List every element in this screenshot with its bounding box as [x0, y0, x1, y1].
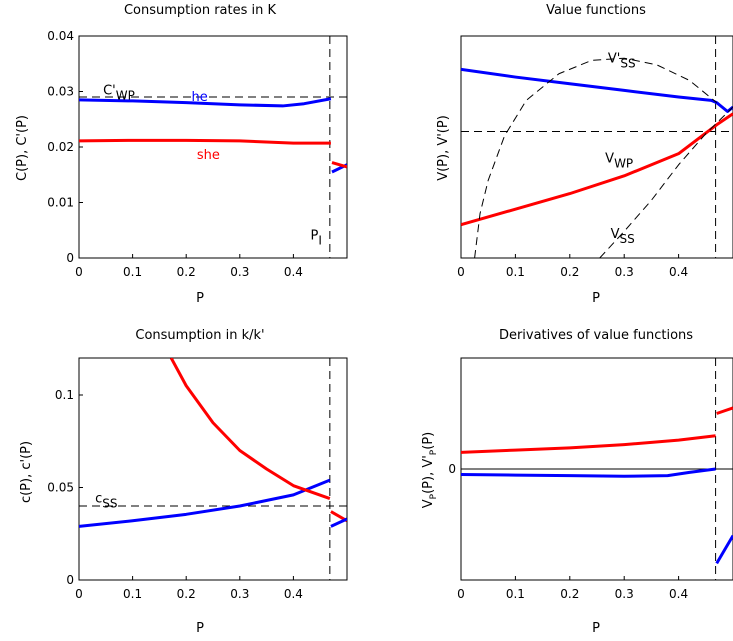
x-tick-label: 0.2: [560, 587, 579, 601]
series-line-3: [599, 106, 733, 258]
series-line-3: [715, 534, 733, 565]
series-line-0: [461, 434, 716, 454]
y-tick-label: 0.01: [47, 196, 74, 210]
series-line-0: [79, 97, 332, 108]
y-tick-label: 0.05: [47, 481, 74, 495]
x-axis-label: P: [592, 621, 600, 636]
annotation-label: C'WP: [103, 83, 135, 102]
plot-frame: [78, 357, 348, 581]
series-line-3: [330, 517, 347, 528]
x-tick-label: 0.2: [177, 265, 196, 279]
panel-title: Value functions: [546, 3, 646, 18]
y-axis-label: VP(P), V'P(P): [421, 432, 439, 508]
x-tick-label: 0.2: [560, 265, 579, 279]
x-axis-label: P: [196, 291, 204, 306]
y-tick-label: 0.03: [47, 85, 74, 99]
x-tick-label: 0.1: [123, 587, 142, 601]
x-tick-label: 0.3: [615, 265, 634, 279]
x-tick-label: 0.4: [669, 587, 688, 601]
panel-title: Consumption rates in K: [124, 3, 277, 18]
x-tick-label: 0.1: [123, 265, 142, 279]
x-tick-label: 0.1: [506, 587, 525, 601]
series-line-1: [461, 112, 733, 227]
plot-frame: [78, 35, 348, 259]
x-axis-label: P: [592, 291, 600, 306]
y-axis-label: C(P), C'(P): [15, 115, 30, 181]
x-tick-label: 0.4: [284, 265, 303, 279]
x-tick-label: 0: [75, 265, 83, 279]
panel-consumption-rates: Consumption rates in K P C(P), C'(P) 0 0.…: [15, 3, 348, 306]
series-line-1: [79, 138, 331, 145]
annotation-label: she: [197, 148, 220, 163]
x-tick-label: 0.2: [177, 587, 196, 601]
panel-title: Consumption in k/k': [135, 328, 264, 343]
x-tick-label: 0: [75, 587, 83, 601]
x-tick-label: 0.4: [669, 265, 688, 279]
series-line-2: [474, 57, 717, 258]
y-tick-label: 0.1: [55, 388, 74, 402]
y-axis-label: c(P), c'(P): [19, 441, 34, 503]
annotation-label: cSS: [95, 491, 117, 510]
x-axis-label: P: [196, 621, 204, 636]
series-line-3: [331, 161, 347, 169]
annotation-label: VSS: [611, 227, 635, 246]
series-line-1: [461, 467, 716, 478]
annotation-label: he: [192, 90, 208, 105]
series-line-0: [461, 67, 733, 113]
x-tick-label: 0: [457, 587, 465, 601]
x-tick-label: 0.4: [284, 587, 303, 601]
panel-title: Derivatives of value functions: [499, 328, 693, 343]
series-line-1: [169, 358, 331, 501]
x-tick-label: 0: [457, 265, 465, 279]
y-tick-label: 0: [66, 251, 74, 265]
series-line-0: [79, 478, 331, 528]
y-tick-label: 0: [66, 573, 74, 587]
y-tick-label: 0.02: [47, 140, 74, 154]
x-tick-label: 0.3: [615, 587, 634, 601]
plot-frame: [460, 35, 733, 259]
y-tick-label: 0.04: [47, 29, 74, 43]
x-tick-label: 0.3: [230, 265, 249, 279]
annotation-label: PI: [311, 229, 322, 248]
x-tick-label: 0.3: [230, 587, 249, 601]
series-line-2: [716, 406, 733, 415]
annotation-label: V'SS: [608, 52, 636, 71]
panel-value-functions: Value functions P V(P), V'(P) 0 0.1 0.2 0.3…: [436, 3, 733, 306]
y-axis-label: V(P), V'(P): [436, 115, 451, 181]
annotation-label: VWP: [605, 152, 633, 171]
x-tick-label: 0.1: [506, 265, 525, 279]
panel-value-derivatives: Derivatives of value functions P VP(P), …: [421, 328, 733, 636]
panel-consumption-kk: Consumption in k/k' P c(P), c'(P) 0 0.1 0.…: [19, 328, 348, 636]
y-tick-label: 0: [448, 462, 456, 476]
